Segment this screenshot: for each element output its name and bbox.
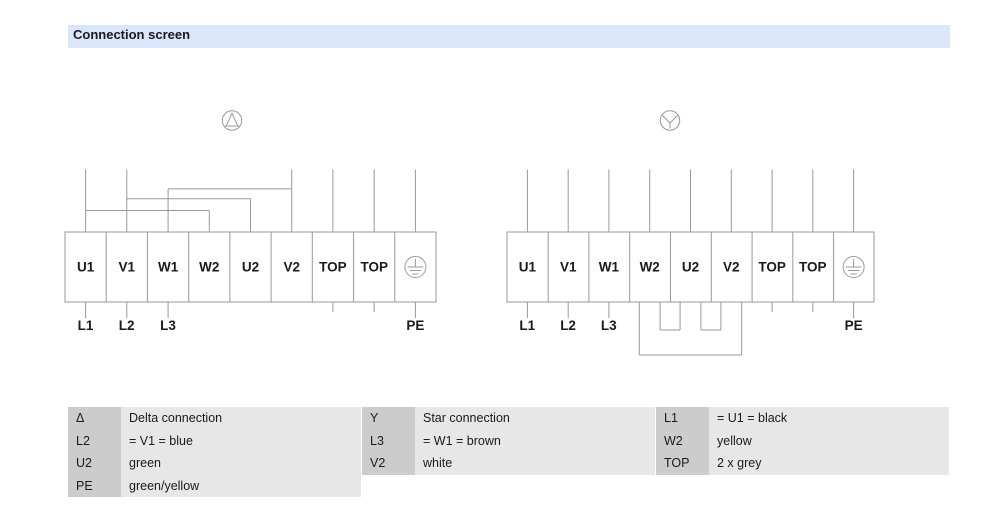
svg-text:W1: W1: [158, 260, 179, 275]
svg-text:TOP: TOP: [360, 260, 388, 275]
svg-text:L3: L3: [160, 318, 176, 333]
svg-text:W1: W1: [599, 260, 620, 275]
svg-text:U2: U2: [682, 260, 699, 275]
svg-text:L3: L3: [601, 318, 617, 333]
svg-text:U1: U1: [519, 260, 537, 275]
svg-text:U1: U1: [77, 260, 95, 275]
svg-text:U2: U2: [242, 260, 259, 275]
svg-text:TOP: TOP: [319, 260, 347, 275]
svg-text:L2: L2: [560, 318, 576, 333]
svg-text:V1: V1: [119, 260, 136, 275]
svg-text:L1: L1: [78, 318, 94, 333]
svg-text:TOP: TOP: [758, 260, 786, 275]
svg-text:PE: PE: [845, 318, 863, 333]
svg-text:L2: L2: [119, 318, 135, 333]
svg-text:W2: W2: [640, 260, 660, 275]
svg-text:V2: V2: [723, 260, 740, 275]
svg-text:W2: W2: [199, 260, 219, 275]
svg-text:V2: V2: [283, 260, 300, 275]
svg-text:TOP: TOP: [799, 260, 827, 275]
svg-text:V1: V1: [560, 260, 577, 275]
svg-text:L1: L1: [519, 318, 535, 333]
svg-text:PE: PE: [406, 318, 424, 333]
